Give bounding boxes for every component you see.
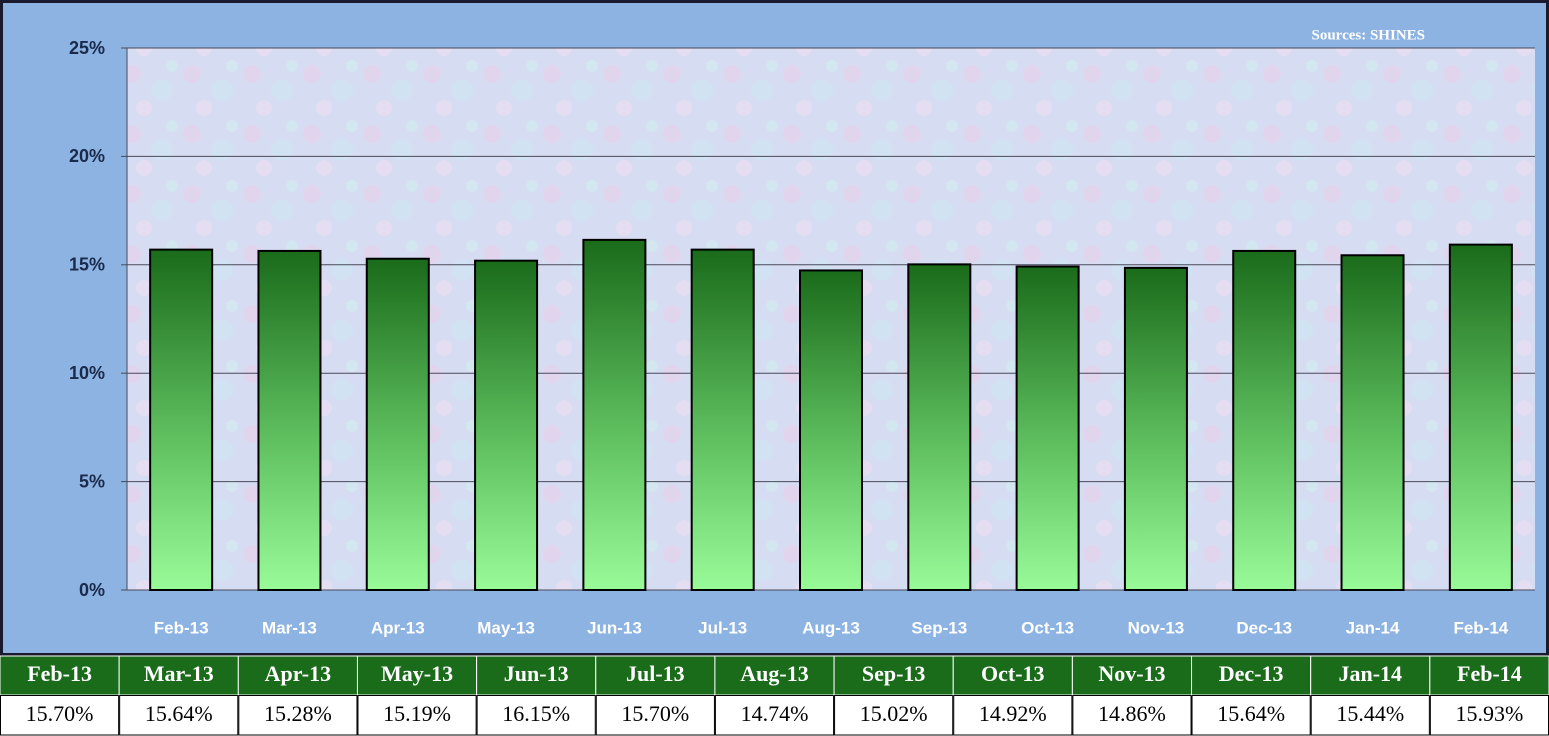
table-value: 15.64%	[145, 701, 213, 726]
table-cell	[238, 695, 358, 736]
bar	[907, 263, 972, 591]
table-value: 15.28%	[264, 701, 332, 726]
table-value: 15.44%	[1336, 701, 1404, 726]
table-header-cell	[714, 655, 835, 696]
table-header-text: Aug-13	[740, 661, 808, 686]
x-tick-label: Aug-13	[802, 618, 860, 637]
table-value: 14.74%	[741, 701, 809, 726]
x-tick-label: Jun-13	[587, 618, 642, 637]
table-value: 15.64%	[1217, 701, 1285, 726]
table-value: 15.19%	[383, 701, 451, 726]
table-header-text: Oct-13	[981, 661, 1045, 686]
table-value: 15.70%	[26, 701, 94, 726]
bar	[257, 249, 322, 591]
table-header-cell	[476, 655, 597, 696]
table-cell	[834, 695, 954, 736]
bar	[1340, 254, 1405, 591]
table-cell	[1191, 695, 1311, 736]
bar	[582, 238, 647, 591]
x-tick-label: Nov-13	[1128, 618, 1185, 637]
table-header-text: Mar-13	[144, 661, 214, 686]
table-value: 14.86%	[1098, 701, 1166, 726]
table-value: 15.70%	[621, 701, 689, 726]
y-tick-label: 0%	[79, 580, 105, 600]
bar	[1448, 243, 1513, 591]
x-tick-label: Jul-13	[698, 618, 747, 637]
table-value: 15.02%	[860, 701, 928, 726]
bar	[1232, 249, 1297, 591]
bar	[1123, 266, 1188, 591]
bar	[1015, 265, 1080, 591]
table-header-text: Jun-13	[504, 661, 569, 686]
table-header-text: Jul-13	[626, 661, 685, 686]
table-value: 14.92%	[979, 701, 1047, 726]
y-tick-label: 5%	[79, 471, 105, 491]
y-tick-label: 15%	[69, 255, 105, 275]
table-value: 16.15%	[502, 701, 570, 726]
table-header-text: Sep-13	[862, 661, 926, 686]
bar	[149, 248, 214, 591]
table-header-text: May-13	[381, 661, 453, 686]
table-header-text: Dec-13	[1219, 661, 1284, 686]
y-tick-label: 20%	[69, 146, 105, 166]
x-tick-label: Mar-13	[262, 618, 317, 637]
table-cell	[953, 695, 1073, 736]
table-header-cell	[1429, 655, 1549, 696]
x-tick-label: Apr-13	[371, 618, 425, 637]
table-cell	[714, 695, 835, 736]
table-header-text: Apr-13	[265, 661, 331, 686]
x-tick-label: Sep-13	[911, 618, 967, 637]
table-header-text: Feb-14	[1457, 661, 1522, 686]
table-cell	[1072, 695, 1192, 736]
x-tick-label: Oct-13	[1021, 618, 1074, 637]
table-value: 15.93%	[1456, 701, 1524, 726]
table-header-text: Jan-14	[1338, 661, 1402, 686]
x-tick-label: Dec-13	[1236, 618, 1292, 637]
x-tick-label: Feb-14	[1453, 618, 1508, 637]
x-tick-label: Feb-13	[154, 618, 209, 637]
table-cell	[1310, 695, 1430, 736]
y-tick-label: 25%	[69, 38, 105, 58]
table-cell	[476, 695, 596, 736]
y-tick-label: 10%	[69, 363, 105, 383]
table-header-cell	[118, 655, 239, 696]
table-header-cell	[595, 655, 716, 696]
table-cell	[595, 695, 715, 736]
table-cell	[119, 695, 239, 736]
table-cell	[357, 695, 477, 736]
bar	[365, 257, 430, 591]
x-tick-label: May-13	[477, 618, 535, 637]
bar	[474, 259, 539, 591]
bar	[690, 248, 755, 591]
annotation: Sources: SHINES	[1312, 27, 1426, 43]
x-tick-label: Jan-14	[1346, 618, 1400, 637]
table-cell	[0, 695, 120, 736]
bar	[799, 269, 863, 591]
table-header-text: Nov-13	[1098, 661, 1165, 686]
table-header-text: Feb-13	[27, 661, 92, 686]
